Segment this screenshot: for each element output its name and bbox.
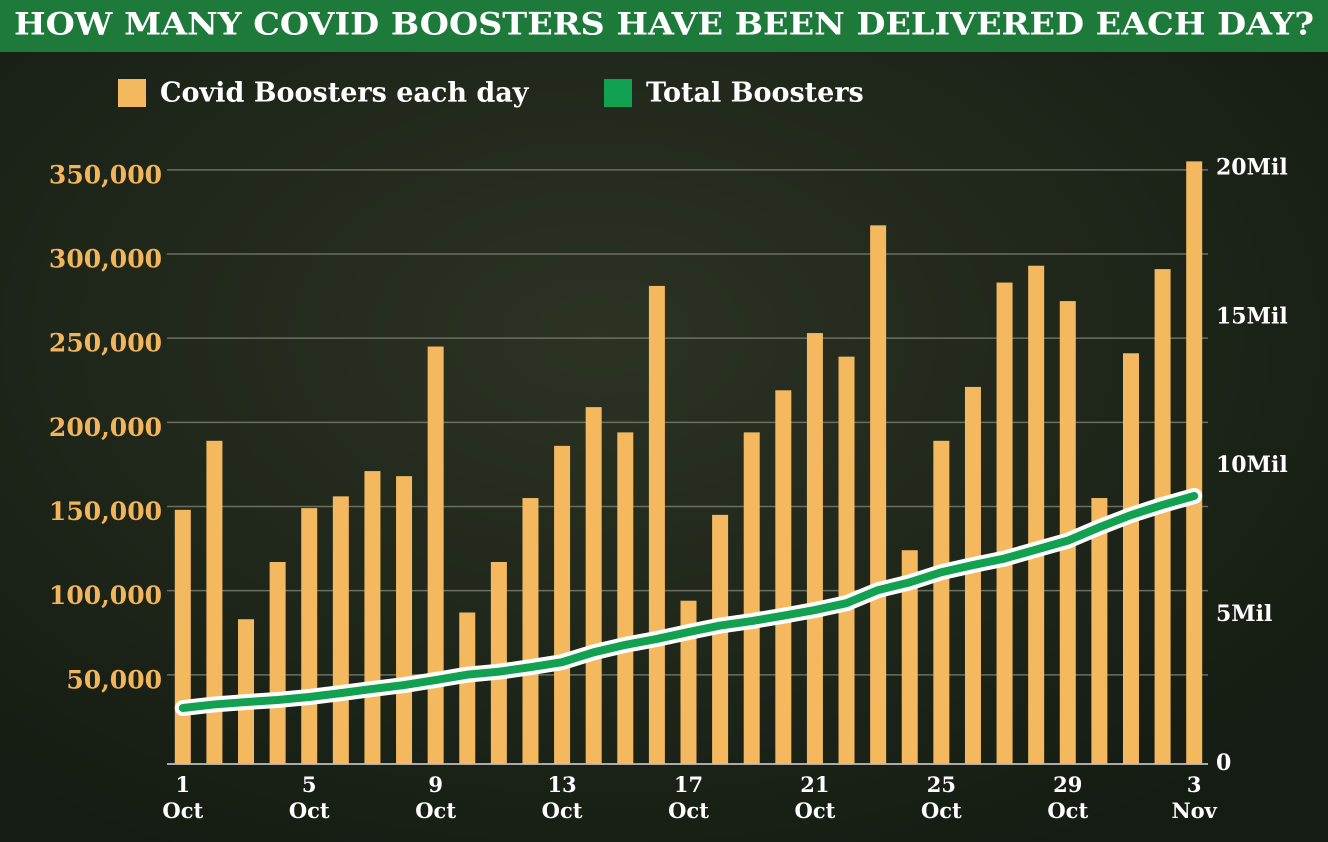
legend-label: Covid Boosters each day: [160, 78, 530, 109]
y2-tick-label: 15Mil: [1216, 303, 1288, 329]
bar: [648, 285, 665, 764]
y-tick-label: 50,000: [66, 665, 162, 694]
bar: [332, 496, 349, 764]
bar: [1154, 269, 1171, 764]
bar: [996, 282, 1013, 764]
y-tick-label: 300,000: [49, 245, 162, 274]
y-tick-label: 350,000: [49, 160, 162, 189]
chart-title: HOW MANY COVID BOOSTERS HAVE BEEN DELIVE…: [14, 7, 1314, 43]
bar: [743, 432, 760, 764]
bar: [1028, 265, 1045, 764]
bar: [396, 476, 413, 764]
x-tick-label: 21 Oct: [794, 772, 836, 823]
bar: [269, 562, 286, 764]
y2-tick-label: 5Mil: [1216, 601, 1272, 627]
x-tick-label: 9 Oct: [415, 772, 457, 823]
bar: [301, 508, 318, 764]
y-tick-label: 100,000: [49, 581, 162, 610]
bar: [1091, 498, 1108, 764]
bar: [206, 440, 223, 764]
bar: [554, 445, 571, 764]
bar: [712, 514, 729, 764]
bar: [964, 386, 981, 764]
legend-swatch: [604, 79, 632, 107]
x-tick-label: 1 Oct: [162, 772, 204, 823]
bar: [838, 356, 855, 764]
bar: [238, 619, 255, 764]
y-tick-label: 150,000: [49, 497, 162, 526]
bar: [617, 432, 634, 764]
bar: [680, 600, 697, 764]
y2-tick-label: 0: [1216, 750, 1231, 776]
y-tick-label: 200,000: [49, 413, 162, 442]
bar: [459, 612, 476, 764]
bar: [933, 440, 950, 764]
bar: [490, 562, 507, 764]
x-tick-label: 29 Oct: [1047, 772, 1089, 823]
bar: [1186, 161, 1203, 764]
bar: [901, 550, 918, 764]
bar: [174, 509, 191, 764]
bar: [585, 407, 602, 764]
bar: [870, 225, 887, 765]
bar: [427, 346, 444, 764]
y-tick-label: 250,000: [49, 329, 162, 358]
line: [178, 491, 1199, 713]
y2-tick-label: 20Mil: [1216, 154, 1288, 180]
bar: [806, 333, 823, 764]
x-tick-label: 3 Nov: [1171, 772, 1217, 823]
x-tick-label: 25 Oct: [920, 772, 962, 823]
title-bar: [0, 0, 1328, 52]
x-tick-label: 5 Oct: [288, 772, 330, 823]
bar: [364, 471, 381, 764]
bar: [522, 498, 539, 764]
bar: [1122, 353, 1139, 764]
x-tick-label: 13 Oct: [541, 772, 583, 823]
legend-swatch: [118, 79, 146, 107]
x-tick-label: 17 Oct: [668, 772, 709, 823]
bar: [775, 390, 792, 764]
y2-tick-label: 10Mil: [1216, 452, 1288, 478]
legend-label: Total Boosters: [646, 78, 864, 109]
